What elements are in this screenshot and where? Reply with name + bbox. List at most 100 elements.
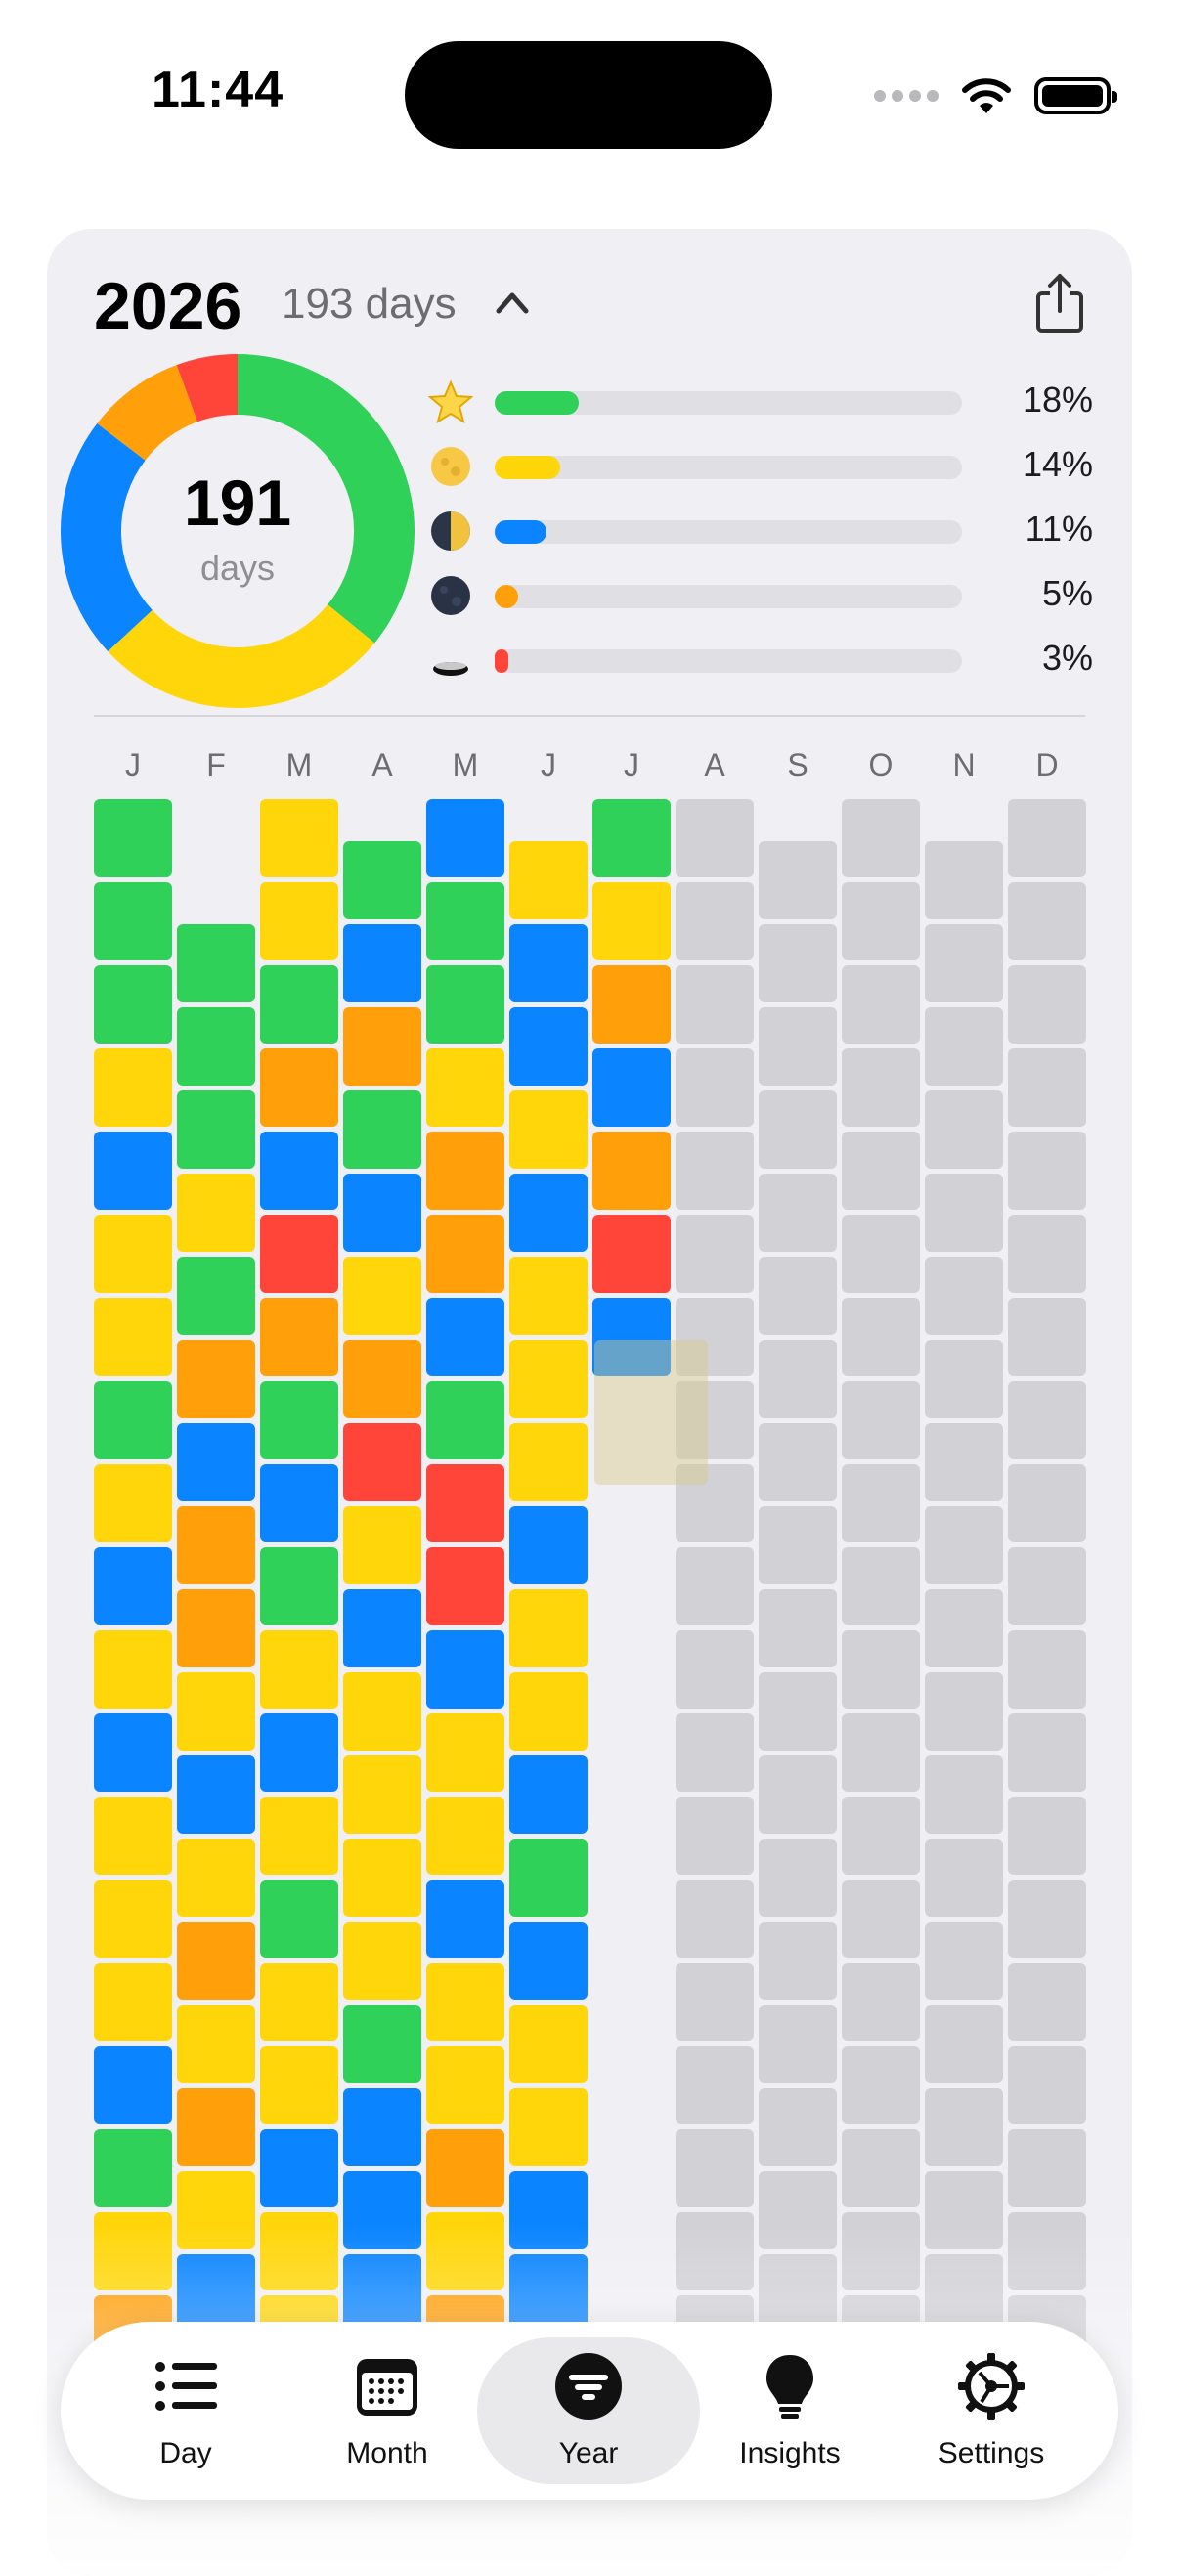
day-cell[interactable]	[509, 1838, 588, 1917]
day-cell[interactable]	[842, 1132, 920, 1210]
day-cell[interactable]	[260, 2046, 338, 2124]
day-cell[interactable]	[94, 1215, 172, 1293]
day-cell[interactable]	[343, 1006, 421, 1086]
day-cell[interactable]	[426, 1381, 504, 1459]
day-cell[interactable]	[759, 1173, 837, 1252]
day-cell[interactable]	[676, 1963, 754, 2041]
day-cell[interactable]	[177, 1089, 255, 1169]
day-cell[interactable]	[592, 1298, 671, 1376]
day-cell[interactable]	[676, 1713, 754, 1792]
day-cell[interactable]	[260, 1797, 338, 1875]
day-cell[interactable]	[260, 1132, 338, 1210]
day-cell[interactable]	[676, 1048, 754, 1127]
day-cell[interactable]	[1008, 2046, 1086, 2124]
day-cell[interactable]	[260, 1048, 338, 1127]
day-cell[interactable]	[842, 1963, 920, 2041]
day-cell[interactable]	[260, 2129, 338, 2207]
day-cell[interactable]	[94, 1464, 172, 1542]
day-cell[interactable]	[925, 840, 1003, 919]
day-cell[interactable]	[842, 1713, 920, 1792]
day-cell[interactable]	[426, 1464, 504, 1542]
day-cell[interactable]	[509, 1422, 588, 1501]
day-cell[interactable]	[426, 1048, 504, 1127]
day-cell[interactable]	[925, 1671, 1003, 1751]
day-cell[interactable]	[94, 2046, 172, 2124]
day-cell[interactable]	[509, 2087, 588, 2166]
day-cell[interactable]	[1008, 1630, 1086, 1709]
day-cell[interactable]	[260, 799, 338, 877]
day-cell[interactable]	[676, 1132, 754, 1210]
day-cell[interactable]	[509, 2004, 588, 2083]
day-cell[interactable]	[177, 1921, 255, 2000]
day-cell[interactable]	[925, 2004, 1003, 2083]
day-cell[interactable]	[842, 1464, 920, 1542]
day-cell[interactable]	[260, 882, 338, 960]
day-cell[interactable]	[177, 1173, 255, 1252]
day-cell[interactable]	[676, 1880, 754, 1958]
day-cell[interactable]	[177, 2004, 255, 2083]
day-cell[interactable]	[260, 1215, 338, 1293]
tab-settings[interactable]: Settings	[894, 2322, 1089, 2500]
day-cell[interactable]	[676, 2129, 754, 2207]
day-cell[interactable]	[94, 1132, 172, 1210]
day-cell[interactable]	[925, 1173, 1003, 1252]
day-cell[interactable]	[509, 1754, 588, 1834]
day-cell[interactable]	[925, 1838, 1003, 1917]
day-cell[interactable]	[343, 2087, 421, 2166]
day-cell[interactable]	[343, 1921, 421, 2000]
day-cell[interactable]	[426, 2046, 504, 2124]
tab-month[interactable]: Month	[289, 2322, 485, 2500]
day-cell[interactable]	[94, 1381, 172, 1459]
day-cell[interactable]	[1008, 1215, 1086, 1293]
day-cell[interactable]	[676, 1547, 754, 1625]
day-cell[interactable]	[676, 1298, 754, 1376]
day-cell[interactable]	[343, 923, 421, 1002]
day-cell[interactable]	[759, 2087, 837, 2166]
day-cell[interactable]	[1008, 1048, 1086, 1127]
day-cell[interactable]	[260, 1630, 338, 1709]
day-cell[interactable]	[925, 1339, 1003, 1418]
day-cell[interactable]	[592, 799, 671, 877]
day-cell[interactable]	[177, 1588, 255, 1667]
day-cell[interactable]	[676, 1381, 754, 1459]
day-cell[interactable]	[1008, 1797, 1086, 1875]
day-cell[interactable]	[509, 923, 588, 1002]
day-cell[interactable]	[343, 1173, 421, 1252]
day-cell[interactable]	[676, 2046, 754, 2124]
day-cell[interactable]	[426, 1547, 504, 1625]
day-cell[interactable]	[842, 965, 920, 1044]
day-cell[interactable]	[343, 840, 421, 919]
day-cell[interactable]	[759, 923, 837, 1002]
day-cell[interactable]	[925, 2087, 1003, 2166]
day-cell[interactable]	[842, 2129, 920, 2207]
day-cell[interactable]	[842, 1630, 920, 1709]
day-cell[interactable]	[426, 1880, 504, 1958]
day-cell[interactable]	[592, 1048, 671, 1127]
day-cell[interactable]	[177, 1256, 255, 1335]
day-cell[interactable]	[94, 965, 172, 1044]
day-cell[interactable]	[925, 1921, 1003, 2000]
day-cell[interactable]	[842, 1298, 920, 1376]
day-cell[interactable]	[343, 1588, 421, 1667]
day-cell[interactable]	[260, 965, 338, 1044]
day-cell[interactable]	[509, 1173, 588, 1252]
day-cell[interactable]	[1008, 882, 1086, 960]
day-cell[interactable]	[1008, 1298, 1086, 1376]
day-cell[interactable]	[94, 1797, 172, 1875]
day-cell[interactable]	[426, 799, 504, 877]
day-cell[interactable]	[426, 1797, 504, 1875]
day-cell[interactable]	[260, 1464, 338, 1542]
day-cell[interactable]	[759, 1422, 837, 1501]
day-cell[interactable]	[842, 799, 920, 877]
share-icon[interactable]	[1032, 272, 1087, 334]
day-cell[interactable]	[509, 1588, 588, 1667]
day-cell[interactable]	[1008, 965, 1086, 1044]
day-cell[interactable]	[759, 1921, 837, 2000]
day-cell[interactable]	[759, 1838, 837, 1917]
day-cell[interactable]	[177, 1339, 255, 1418]
day-cell[interactable]	[343, 1838, 421, 1917]
day-cell[interactable]	[94, 1547, 172, 1625]
day-cell[interactable]	[1008, 1381, 1086, 1459]
day-cell[interactable]	[260, 1381, 338, 1459]
day-cell[interactable]	[925, 1588, 1003, 1667]
